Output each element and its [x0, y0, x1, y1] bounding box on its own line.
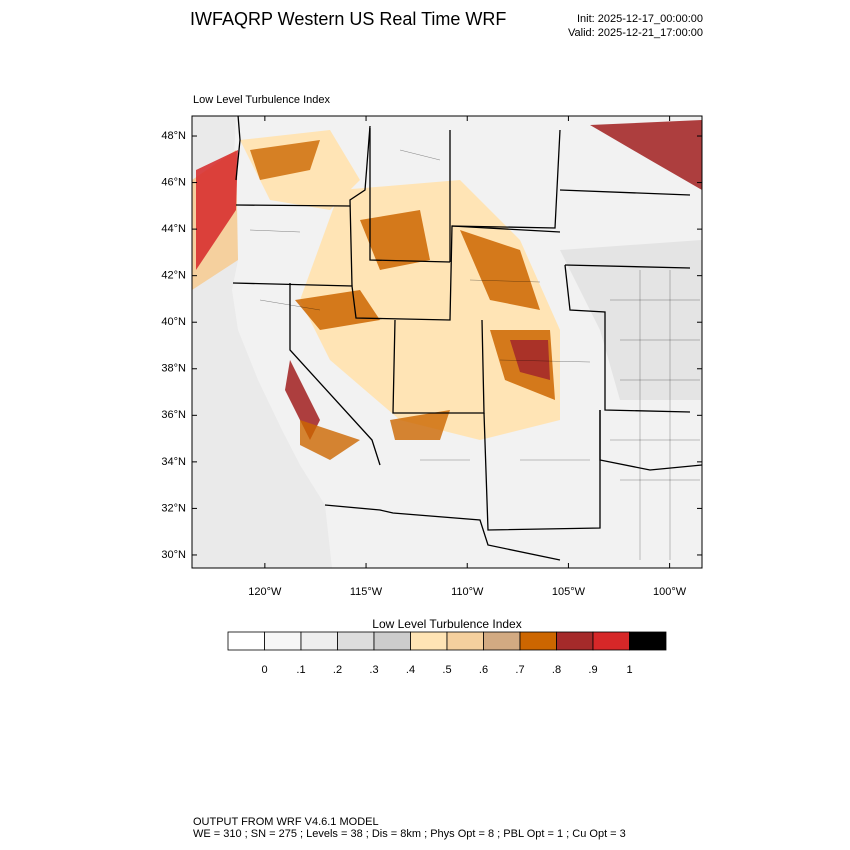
colorbar-box — [556, 631, 594, 651]
state-borders — [232, 116, 702, 561]
colorbar-label: .1 — [296, 664, 305, 676]
colorbar-label: .2 — [333, 664, 342, 676]
colorbar-box — [483, 631, 521, 651]
lat-tick-label: 32°N — [161, 502, 186, 514]
nw-turbulence-high — [250, 140, 320, 180]
colorbar-label: .7 — [515, 664, 524, 676]
colorbar-label: .8 — [552, 664, 561, 676]
mountain-turbulence-high — [285, 120, 702, 440]
lat-tick-label: 34°N — [161, 456, 186, 468]
mountain-turbulence — [295, 210, 555, 400]
colorbar-box — [592, 631, 630, 651]
lon-tick-label: 120°W — [248, 586, 282, 598]
south-turbulence — [300, 410, 450, 460]
colorbar-box — [519, 631, 557, 651]
lat-tick-label: 44°N — [161, 223, 186, 235]
colorbar-label: .6 — [479, 664, 488, 676]
colorbar-box — [337, 631, 375, 651]
colorbar-label: 1 — [626, 664, 632, 676]
colorbar-box — [227, 631, 265, 651]
init-time: Init: 2025-12-17_00:00:00 — [577, 13, 703, 25]
colorbar-box — [300, 631, 338, 651]
footer-line: WE = 310 ; SN = 275 ; Levels = 38 ; Dis … — [193, 828, 626, 840]
lat-tick-label: 42°N — [161, 270, 186, 282]
colorbar-label: .3 — [369, 664, 378, 676]
colorbar-label: .9 — [588, 664, 597, 676]
map-frame — [191, 115, 703, 569]
lat-tick-label: 48°N — [161, 130, 186, 142]
colorbar-box — [264, 631, 302, 651]
map — [191, 115, 703, 569]
lon-tick-label: 105°W — [552, 586, 586, 598]
lon-tick-label: 110°W — [451, 586, 484, 598]
county-borders — [249, 149, 700, 560]
valid-time: Valid: 2025-12-21_17:00:00 — [568, 27, 703, 39]
colorbar-label: .5 — [442, 664, 451, 676]
plains — [560, 240, 702, 400]
map-subtitle: Low Level Turbulence Index — [193, 94, 330, 106]
colorbar-box — [410, 631, 448, 651]
lat-tick-label: 38°N — [161, 363, 186, 375]
lat-tick-label: 46°N — [161, 176, 186, 188]
lat-tick-label: 40°N — [161, 316, 186, 328]
colorbar-label: 0 — [261, 664, 267, 676]
lat-tick-label: 30°N — [161, 549, 186, 561]
colorbar-title: Low Level Turbulence Index — [372, 617, 521, 631]
footer-line: OUTPUT FROM WRF V4.6.1 MODEL — [193, 816, 379, 828]
colorbar-box — [373, 631, 411, 651]
title: IWFAQRP Western US Real Time WRF — [190, 9, 506, 29]
colorbar-label: .4 — [406, 664, 415, 676]
coastal-turbulence-high — [196, 150, 238, 270]
lat-tick-label: 36°N — [161, 409, 186, 421]
colorbar-box — [446, 631, 484, 651]
colorbar-box — [629, 631, 667, 651]
lon-tick-label: 115°W — [350, 586, 383, 598]
lon-tick-label: 100°W — [653, 586, 687, 598]
